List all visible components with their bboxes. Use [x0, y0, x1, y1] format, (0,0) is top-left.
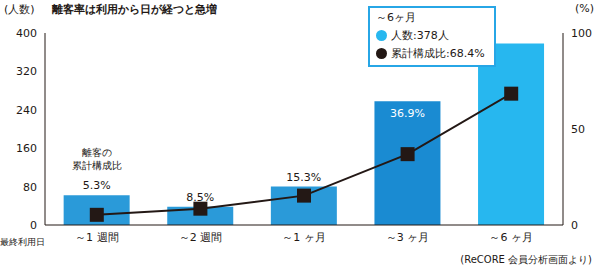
svg-text:～3 ヶ月: ～3 ヶ月: [386, 231, 430, 244]
svg-text:80: 80: [23, 181, 37, 194]
html-text:人数:378人: 人数:378人: [391, 29, 449, 42]
svg-text:0: 0: [30, 219, 37, 232]
html-text:(人数): (人数): [4, 3, 35, 16]
svg-text:0: 0: [571, 219, 578, 232]
html-text:累計構成比:68.4%: 累計構成比:68.4%: [391, 47, 485, 60]
svg-text:160: 160: [16, 142, 37, 155]
html-text:(ReCORE 会員分析画面より): (ReCORE 会員分析画面より): [460, 254, 592, 265]
svg-text:15.3%: 15.3%: [286, 171, 321, 184]
html-text:離客率は利用から日が経つと急増: 離客率は利用から日が経つと急増: [52, 3, 217, 16]
svg-text:～2 週間: ～2 週間: [179, 231, 223, 244]
svg-text:400: 400: [16, 27, 37, 40]
html-text:～6ヶ月: ～6ヶ月: [376, 11, 416, 24]
svg-text:～1 週間: ～1 週間: [75, 231, 119, 244]
svg-text:～1 ヶ月: ～1 ヶ月: [282, 231, 326, 244]
svg-text:50: 50: [571, 123, 585, 136]
svg-text:36.9%: 36.9%: [390, 107, 425, 120]
svg-text:320: 320: [16, 65, 37, 78]
svg-text:240: 240: [16, 104, 37, 117]
svg-text:8.5%: 8.5%: [186, 191, 214, 204]
html-text:離客の 累計構成比: 離客の 累計構成比: [71, 147, 122, 171]
svg-text:～6 ヶ月: ～6 ヶ月: [489, 231, 533, 244]
html-text:最終利用日: 最終利用日: [0, 237, 45, 247]
svg-text:100: 100: [571, 27, 592, 40]
svg-text:5.3%: 5.3%: [83, 179, 111, 192]
